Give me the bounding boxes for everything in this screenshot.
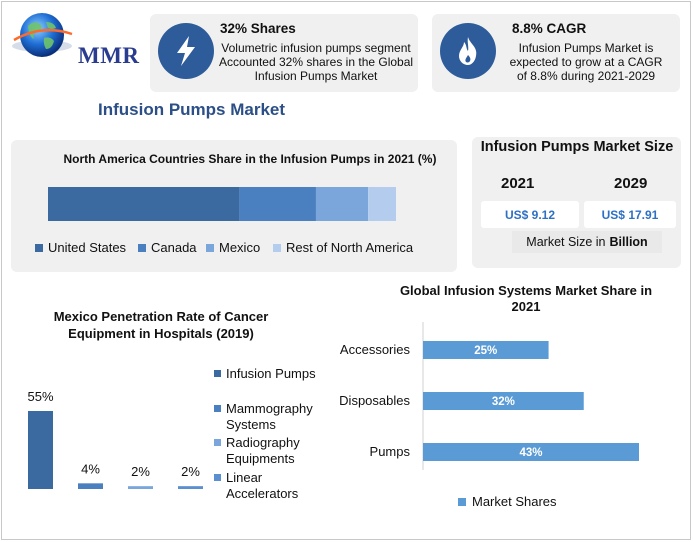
na-bar-segment-canada <box>239 187 316 221</box>
global-chart-title: Global Infusion Systems Market Share in … <box>399 283 653 314</box>
legend-label: Infusion Pumps <box>226 366 316 381</box>
market-size-unit-value: Billion <box>609 235 648 249</box>
mexico-bar-2 <box>128 486 153 489</box>
na-legend-united-states: United States <box>35 240 126 255</box>
global-bar-disposables <box>423 392 584 410</box>
global-category-label: Pumps <box>370 444 411 459</box>
global-bar-accessories <box>423 341 549 359</box>
global-category-label: Disposables <box>339 393 410 408</box>
global-bar-data-label: 43% <box>519 447 542 459</box>
global-bar-data-label: 32% <box>492 396 515 408</box>
page-title: Infusion Pumps Market <box>98 100 286 119</box>
legend-swatch <box>35 243 43 252</box>
market-size-year-2029: 2029 <box>614 175 648 192</box>
lightning-bolt-icon <box>158 23 214 79</box>
shares-card-title: 32% Shares <box>220 21 296 36</box>
legend-label: United States <box>48 240 127 255</box>
market-size-year-2021: 2021 <box>501 175 535 192</box>
legend-swatch <box>214 439 221 446</box>
globe-icon <box>12 13 73 57</box>
legend-swatch <box>273 243 281 252</box>
market-size-unit: Market Size in Billion <box>512 231 662 253</box>
mexico-bar-data-label: 2% <box>181 464 200 479</box>
mexico-bar-data-label: 4% <box>81 461 100 476</box>
legend-label: Radiography Equipments <box>226 435 300 466</box>
na-legend-rest-of-north-america: Rest of North America <box>273 240 413 255</box>
mexico-bar-data-label: 55% <box>27 389 53 404</box>
na-bar-segment-rest-of-north-america <box>368 187 396 221</box>
flame-icon <box>440 23 496 79</box>
na-bar-segment-united-states <box>48 187 240 221</box>
legend-swatch <box>214 474 221 481</box>
na-legend-mexico: Mexico <box>206 240 260 255</box>
legend-label: Rest of North America <box>286 240 414 255</box>
legend-swatch <box>214 370 221 377</box>
market-size-title: Infusion Pumps Market Size <box>480 139 674 155</box>
market-size-value-2029: US$ 17.91 <box>584 201 676 228</box>
global-legend: Market Shares <box>458 494 557 509</box>
global-category-label: Accessories <box>340 342 411 357</box>
legend-swatch <box>206 243 214 252</box>
shares-card-body: Volumetric infusion pumps segment Accoun… <box>218 41 414 83</box>
mexico-bar-0 <box>28 411 53 489</box>
legend-label: Mammography Systems <box>226 401 313 432</box>
na-bar-segment-mexico <box>315 187 369 221</box>
legend-swatch <box>458 497 466 506</box>
market-size-unit-prefix: Market Size in <box>526 235 606 249</box>
legend-label: Market Shares <box>472 494 557 509</box>
legend-label: Mexico <box>219 240 261 255</box>
logo-text: MMR <box>78 43 140 68</box>
cagr-card: 8.8% CAGR Infusion Pumps Market is expec… <box>432 14 680 92</box>
legend-swatch <box>138 243 146 252</box>
legend-swatch <box>214 405 221 412</box>
na-chart-title: North America Countries Share in the Inf… <box>63 152 437 166</box>
market-size-value-2021: US$ 9.12 <box>481 201 579 228</box>
mexico-bar-3 <box>178 486 203 489</box>
legend-label: Canada <box>151 240 197 255</box>
global-bar-pumps <box>423 443 639 461</box>
mexico-bar-1 <box>78 483 103 489</box>
shares-card: 32% Shares Volumetric infusion pumps seg… <box>150 14 418 92</box>
mexico-chart-title: Mexico Penetration Rate of Cancer Equipm… <box>53 309 269 341</box>
cagr-card-title: 8.8% CAGR <box>512 21 587 36</box>
cagr-card-body: Infusion Pumps Market is expected to gro… <box>509 41 663 83</box>
global-bar-data-label: 25% <box>474 345 497 357</box>
na-legend-canada: Canada <box>138 240 197 255</box>
mmr-logo: MMR <box>8 8 148 68</box>
legend-label: Linear Accelerators <box>226 470 299 501</box>
mexico-bar-data-label: 2% <box>131 464 150 479</box>
